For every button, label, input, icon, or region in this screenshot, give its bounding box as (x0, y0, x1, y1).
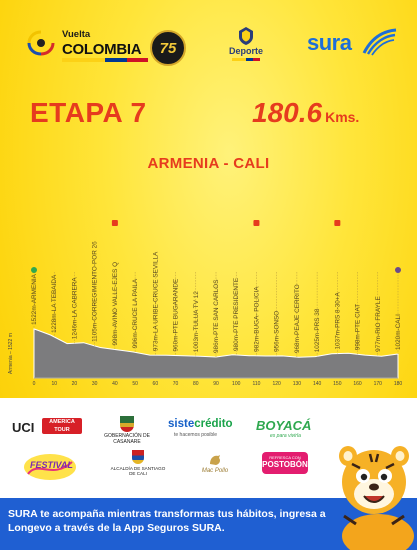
km-tick-label: 80 (193, 381, 199, 387)
km-tick-label: 130 (293, 381, 302, 387)
macpollo-logo: Mac Pollo (192, 454, 238, 474)
profile-km-axis: 0 10 20 30 40 50 60 70 80 90 100 110 120 130 140 150 160… (33, 377, 403, 387)
ministry-crest-icon (239, 27, 253, 45)
uci-america-tour-badge: AMERICA TOUR (42, 418, 82, 434)
distance-unit: Kms. (325, 109, 360, 125)
festival-label: FESTIVAL (30, 460, 73, 470)
sistecredito-a: siste (168, 418, 195, 430)
casanare-label: GOBERNACIÓN DE CASANARE (104, 433, 150, 445)
profile-silhouette (33, 328, 399, 379)
elevation-profile: 1522m-ARMENIA 1228m-LA TEBAIDA 1246m-LA CA… (8, 220, 403, 387)
uci-logo: UCI (12, 420, 35, 435)
checkpoint-label: 998m-AVINO VALLE-EJES Q (112, 262, 119, 346)
stage-title: ETAPA 7 (30, 97, 147, 128)
sura-swoosh-icon (362, 28, 397, 56)
km-tick-label: 60 (153, 381, 159, 387)
checkpoint-label: 1246m-LA CABRERA (71, 277, 78, 340)
km-tick-label: 50 (132, 381, 138, 387)
start-marker-icon (31, 267, 37, 273)
fcc-logo-icon (27, 30, 55, 56)
profile-area (33, 328, 399, 379)
rooster-icon (210, 455, 220, 465)
km-tick-label: 170 (374, 381, 383, 387)
profile-axis-side-label: Armenia – 1522 m (8, 333, 14, 374)
checkpoint-label: 1020m-CALI (395, 314, 402, 350)
km-tick-label: 120 (272, 381, 281, 387)
postobon-top: REFRESCA CON (269, 455, 301, 460)
ministerio-deporte-label: Deporte (228, 46, 263, 56)
checkpoint-label: 968m-PEAJE CERRITO (294, 284, 301, 353)
alcaldia-cali-logo: ALCALDÍA DE SANTIAGO DE CALI (110, 450, 166, 476)
km-tick-label: 40 (112, 381, 118, 387)
macpollo-label: Mac Pollo (201, 468, 229, 474)
postobon-logo: REFRESCA CON POSTOBÓN (262, 452, 308, 474)
km-tick-label: 140 (313, 381, 322, 387)
checkpoint-label: 1105m-CORREGIMIENTO-POR 26 (92, 241, 99, 342)
km-tick-label: 100 (232, 381, 241, 387)
sistecredito-logo: sistecrédito (168, 418, 233, 430)
checkpoint-label: 956m-SONSO (274, 311, 281, 352)
checkpoint-label: 982m-BUGA- POLICIA (253, 286, 260, 352)
cali-crest-icon (132, 450, 144, 464)
km-tick-label: 70 (173, 381, 179, 387)
sprint-marker-icon (111, 220, 118, 226)
km-tick-label: 110 (252, 381, 260, 387)
checkpoint-label: 996m-CRUCE LA PAILA (132, 278, 139, 348)
vuelta-label: Vuelta (62, 29, 91, 40)
banner-message: SURA te acompaña mientras transformas tu… (8, 508, 326, 534)
casanare-crest-icon (120, 416, 134, 432)
checkpoint-label: 973m-LA URIBE-CRUCE SEVILLA (152, 251, 159, 351)
tiger-mascot-icon (339, 446, 414, 550)
casanare-logo: GOBERNACIÓN DE CASANARE (100, 416, 154, 445)
anniversary-badge: 75 (150, 30, 186, 66)
colombia-flag-bar (62, 58, 148, 62)
sistecredito-tagline: te hacemos posible (174, 432, 218, 438)
festival-logo-icon (24, 454, 76, 480)
checkpoint-label: 1037m-PRS 8-30+A (334, 291, 341, 349)
boyaca-tagline: es para vivirla (270, 433, 301, 439)
checkpoint-label: 977m-RIO FRAYLE (375, 296, 382, 352)
km-tick-label: 180 (394, 381, 403, 387)
checkpoint-label: 998m-PTE CIAT (355, 304, 362, 350)
km-tick-label: 20 (72, 381, 78, 387)
stage-distance: 180.6 Kms. (252, 97, 359, 129)
distance-value: 180.6 (252, 97, 323, 128)
checkpoint-label: 1522m-ARMENIA (31, 273, 38, 325)
km-tick-label: 0 (33, 381, 36, 387)
km-tick-label: 150 (333, 381, 342, 387)
stage-route: ARMENIA - CALI (147, 155, 270, 172)
sprint-marker-icon (334, 220, 341, 226)
km-tick-label: 10 (51, 381, 57, 387)
checkpoint-label: 1003m-TULUA TV 12 (193, 291, 200, 352)
deporte-flag-bar (232, 58, 260, 61)
checkpoint-label: 986m-PTE SAN CARLOS (213, 279, 220, 353)
postobon-label: POSTOBÓN (262, 460, 308, 469)
finish-marker-icon (395, 267, 401, 273)
km-tick-label: 30 (92, 381, 98, 387)
alcaldia-label: ALCALDÍA DE SANTIAGO DE CALI (110, 466, 166, 476)
checkpoint-label: 980m-PTE PRESIDENTE (233, 278, 240, 351)
checkpoint-label: 1228m-LA TEBAIDA (51, 274, 58, 333)
profile-checkpoints: 1522m-ARMENIA 1228m-LA TEBAIDA 1246m-LA CA… (31, 220, 402, 358)
sura-logo-text: sura (307, 30, 352, 55)
sprint-marker-icon (253, 220, 260, 226)
sistecredito-b: crédito (194, 418, 233, 430)
km-tick-label: 160 (353, 381, 362, 387)
boyaca-logo: BOYACÁ (256, 418, 312, 433)
checkpoint-label: 960m-PTE BUGARANDE (173, 279, 180, 352)
km-tick-label: 90 (213, 381, 219, 387)
vuelta-colombia-title: COLOMBIA (62, 41, 142, 58)
header: Vuelta COLOMBIA 75 Deporte sura (0, 0, 417, 78)
checkpoint-label: 1025m-PRS 38 (314, 308, 321, 352)
